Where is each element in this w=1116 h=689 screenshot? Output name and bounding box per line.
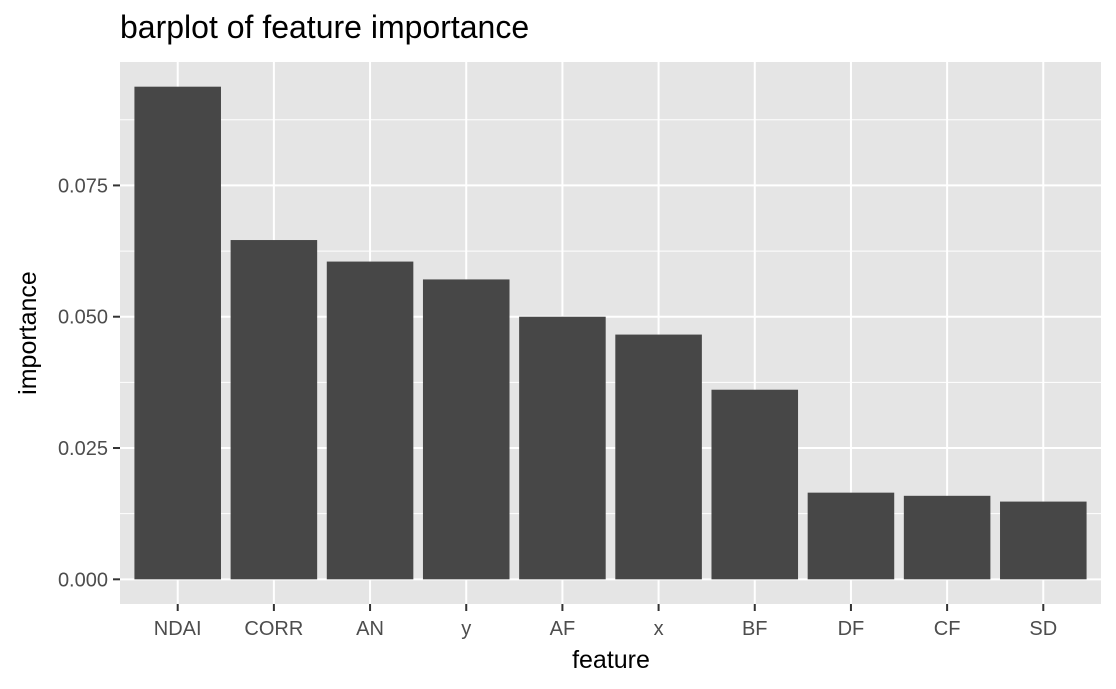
bar-af xyxy=(519,316,606,580)
x-tick-label: y xyxy=(461,618,471,640)
y-tick-label: 0.025 xyxy=(58,438,108,460)
x-tick-label: AN xyxy=(356,618,384,640)
bar-df xyxy=(807,492,895,580)
x-tick-label: DF xyxy=(838,618,865,640)
bar-y xyxy=(422,279,510,580)
bar-sd xyxy=(1000,501,1087,580)
chart-title: barplot of feature importance xyxy=(120,9,529,45)
bars xyxy=(134,86,1087,580)
bar-corr xyxy=(230,240,318,580)
x-tick-label: NDAI xyxy=(154,618,202,640)
bar-cf xyxy=(903,495,991,580)
x-tick-label: CORR xyxy=(244,618,303,640)
x-axis: NDAI CORR AN y AF x BF DF CF SD xyxy=(154,604,1057,640)
y-axis: 0.000 0.025 0.050 0.075 xyxy=(58,175,120,591)
y-tick-label: 0.000 xyxy=(58,569,108,591)
x-tick-label: x xyxy=(654,618,664,640)
bar-bf xyxy=(711,389,799,580)
x-tick-label: AF xyxy=(550,618,576,640)
y-axis-title: importance xyxy=(14,271,42,395)
bar-an xyxy=(326,261,414,580)
x-axis-title: feature xyxy=(572,646,650,674)
bar-ndai xyxy=(134,86,221,580)
bar-x xyxy=(615,334,702,580)
y-tick-label: 0.050 xyxy=(58,307,108,329)
y-tick-label: 0.075 xyxy=(58,175,108,197)
x-tick-label: CF xyxy=(934,618,961,640)
x-tick-label: SD xyxy=(1029,618,1057,640)
x-tick-label: BF xyxy=(742,618,768,640)
